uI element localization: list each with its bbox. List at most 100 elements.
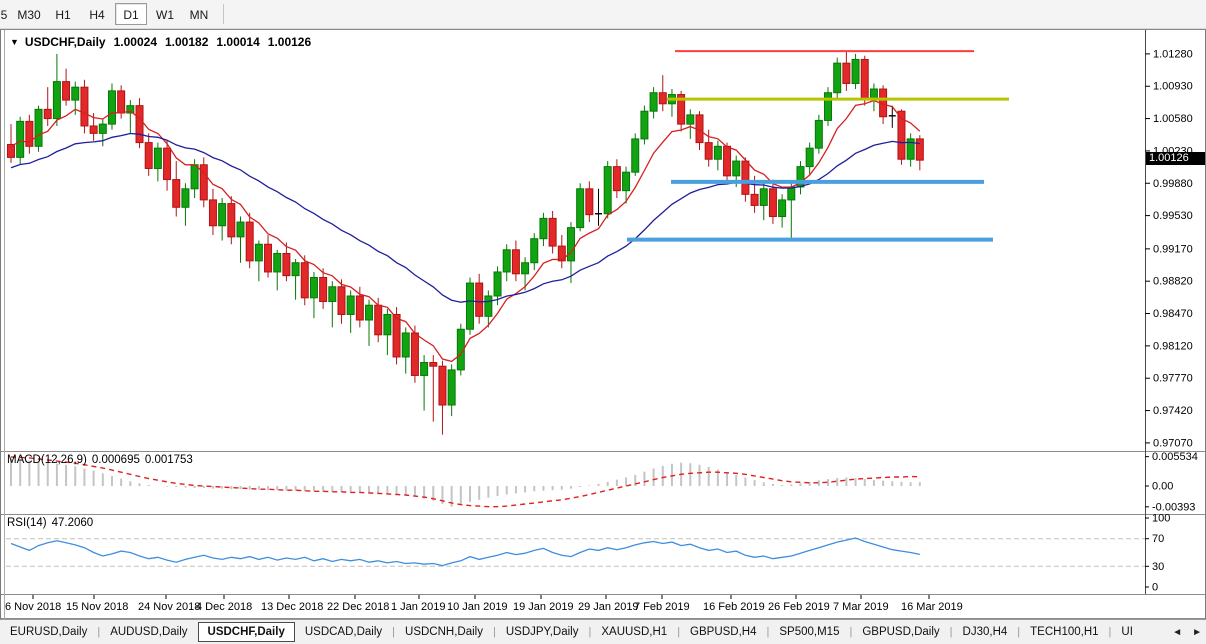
bear-candle [557,245,566,262]
symbol-dropdown-icon: ▼ [10,37,19,47]
bear-candle [80,86,89,127]
bear-candle [723,145,732,177]
bear-candle [144,142,153,169]
bull-candle [576,188,585,229]
chart-tab-gbpusd-h4[interactable]: GBPUSD,H4 [690,626,757,638]
bull-candle [759,188,768,206]
bear-candle [374,304,383,336]
bull-candle [181,188,190,208]
chart-tab-eurusd-daily[interactable]: EURUSD,Daily [10,626,88,638]
tab-scroll-left-icon[interactable]: ◄ [1172,626,1183,638]
timeframe-button-m30[interactable]: M30 [17,8,41,22]
bear-candle [429,362,438,367]
date-tick-label: 7 Feb 2019 [634,601,690,613]
bull-candle [447,369,456,406]
macd-label: MACD(12,26,9) 0.000695 0.001753 [7,454,198,466]
timeframe-button-w1[interactable]: W1 [156,8,174,22]
price-tick-label: 1.00580 [1153,113,1193,125]
rsi-axis-label: 30 [1152,561,1164,573]
bull-candle [420,362,429,376]
bear-candle [245,221,254,262]
bull-candle [493,271,502,297]
bull-candle [236,221,245,238]
bull-candle [622,171,631,192]
chart-tab-usdchf-daily[interactable]: USDCHF,Daily [197,622,295,642]
bull-candle [126,105,135,114]
chart-tab-sp500-m15[interactable]: SP500,M15 [779,626,840,638]
date-tick-label: 26 Feb 2019 [768,601,830,613]
bear-candle [392,313,401,358]
bear-candle [172,179,181,208]
chart-symbol: USDCHF,Daily [24,35,106,49]
bull-candle [521,262,530,275]
chart-tabbar: EURUSD,Daily | AUDUSD,Daily USDCHF,Daily USD… [0,619,1206,644]
bear-candle [475,282,484,317]
date-tick-label: 6 Nov 2018 [5,601,61,613]
bear-candle [704,142,713,160]
price-tick-label: 0.98820 [1153,276,1193,288]
tab-separator: | [492,626,496,638]
bull-candle [686,114,695,125]
chart-canvas[interactable]: 1.012801.009301.005801.002300.998800.995… [0,30,1206,620]
chart-tab-usdjpy-daily[interactable]: USDJPY,Daily [505,626,579,638]
price-tick-label: 0.98120 [1153,340,1193,352]
bear-candle [438,365,447,406]
date-tick-label: 4 Dec 2018 [196,601,252,613]
bear-candle [585,188,594,216]
bull-candle [787,186,796,201]
timeframe-toolbar: 5 M30 H1 H4 D1 W1 MN [0,0,1206,29]
chart-tab-audusd-daily[interactable]: AUDUSD,Daily [110,626,188,638]
bull-candle [603,166,612,215]
bull-candle [16,120,25,158]
bull-candle [71,86,80,101]
bear-candle [337,286,346,315]
bear-candle [860,58,869,99]
bear-candle [319,277,328,303]
chart-tab-dj30-h4[interactable]: DJ30,H4 [962,626,1008,638]
macd-axis-label: 0.00 [1152,481,1173,493]
bull-candle [190,164,199,190]
macd-signal-line [10,456,920,508]
bear-candle [750,193,759,206]
tab-scroll-arrows: ◄ ► [1172,627,1206,638]
rsi-axis-label: 100 [1152,513,1170,525]
bull-candle [631,138,640,173]
bull-candle [824,92,833,121]
price-tick-label: 0.98470 [1153,308,1193,320]
bull-candle [732,160,741,177]
bull-candle [401,332,410,358]
bear-candle [7,143,15,158]
ohlc-close: 1.00126 [267,35,312,49]
rsi-axis-label: 0 [1152,582,1158,594]
bear-candle [199,164,208,201]
tab-scroll-right-icon[interactable]: ► [1192,626,1202,638]
chart-tab-xauusd-h1[interactable]: XAUUSD,H1 [601,626,668,638]
bear-candle [25,120,34,147]
chart-tab-tech100-h1[interactable]: TECH100,H1 [1030,626,1099,638]
chart-tab-usdcnh-daily[interactable]: USDCNH,Daily [405,626,483,638]
macd-name: MACD(12,26,9) [7,454,87,466]
bull-candle [814,119,823,149]
bear-candle [117,90,126,114]
chart-tab-gbpusd-daily[interactable]: GBPUSD,Daily [862,626,940,638]
bear-candle [548,217,557,247]
toolbar-separator [223,4,224,24]
timeframe-button-mn[interactable]: MN [189,8,209,22]
chart-title: ▼ USDCHF,Daily 1.00024 1.00182 1.00014 1.0012… [10,35,311,49]
chart-tab-ui[interactable]: UI [1121,626,1133,638]
date-tick-label: 24 Nov 2018 [138,601,200,613]
timeframe-button-h1[interactable]: H1 [55,8,71,22]
bull-candle [309,277,318,299]
timeframe-button-h4[interactable]: H4 [89,8,105,22]
chart-tab-usdcad-daily[interactable]: USDCAD,Daily [304,626,383,638]
bear-candle [62,81,71,101]
price-tick-label: 1.01280 [1153,48,1193,60]
current-price-tag: 1.00126 [1146,152,1205,165]
rsi-panel [6,537,1145,567]
bull-candle [98,123,107,134]
timeframe-button-5[interactable]: 5 [0,8,8,22]
price-tick-label: 0.97420 [1153,405,1193,417]
price-tick-label: 1.00930 [1153,81,1193,93]
tab-separator: | [1108,626,1112,638]
timeframe-button-d1[interactable]: D1 [115,3,147,25]
